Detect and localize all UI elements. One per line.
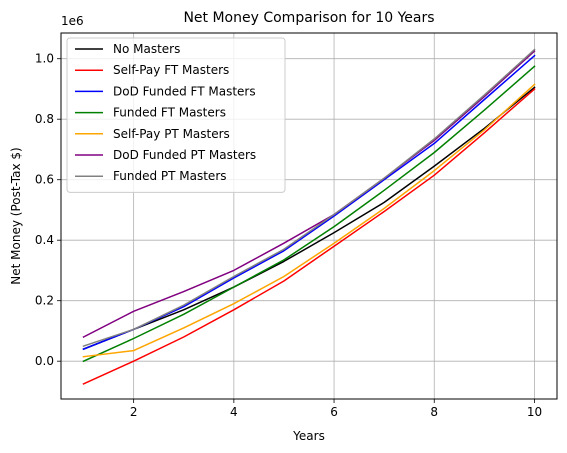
y-tick-label: 0.4 <box>35 233 54 247</box>
x-axis: 2 4 6 8 10 <box>130 399 542 419</box>
chart-title: Net Money Comparison for 10 Years <box>183 10 434 26</box>
grid-lines <box>61 33 557 399</box>
legend-label: DoD Funded PT Masters <box>113 148 256 162</box>
legend-label: Self-Pay PT Masters <box>113 127 230 141</box>
y-tick-label: 1.0 <box>35 52 54 66</box>
series-line-2 <box>82 87 536 385</box>
legend-label: Funded PT Masters <box>113 169 227 183</box>
legend-label: Funded FT Masters <box>113 106 226 120</box>
legend-label: DoD Funded FT Masters <box>113 84 256 98</box>
legend-label: No Masters <box>113 42 180 56</box>
series-line-4 <box>82 65 536 363</box>
y-axis-title: Net Money (Post-Tax $) <box>9 147 23 284</box>
y-tick-label: 0.6 <box>35 173 54 187</box>
legend-label: Self-Pay FT Masters <box>113 63 229 77</box>
x-tick-label: 10 <box>527 405 542 419</box>
series-line-7 <box>82 48 536 348</box>
x-tick-label: 2 <box>130 405 138 419</box>
x-tick-label: 6 <box>330 405 338 419</box>
x-tick-label: 8 <box>430 405 438 419</box>
series-lines <box>82 48 536 385</box>
y-tick-label: 0.0 <box>35 354 54 368</box>
plot-frame <box>60 32 558 400</box>
y-tick-label: 0.8 <box>35 112 54 126</box>
series-line-5 <box>82 83 536 358</box>
y-axis-offset-label: 1e6 <box>61 14 84 28</box>
series-line-1 <box>82 86 536 351</box>
x-tick-label: 4 <box>230 405 238 419</box>
y-axis: 0.0 0.2 0.4 0.6 0.8 1.0 <box>35 52 61 368</box>
legend-frame <box>66 37 286 193</box>
legend: No Masters Self-Pay FT Masters DoD Funded … <box>66 37 286 193</box>
x-axis-title: Years <box>292 429 325 443</box>
series-line-6 <box>82 50 536 339</box>
y-tick-label: 0.2 <box>35 294 54 308</box>
